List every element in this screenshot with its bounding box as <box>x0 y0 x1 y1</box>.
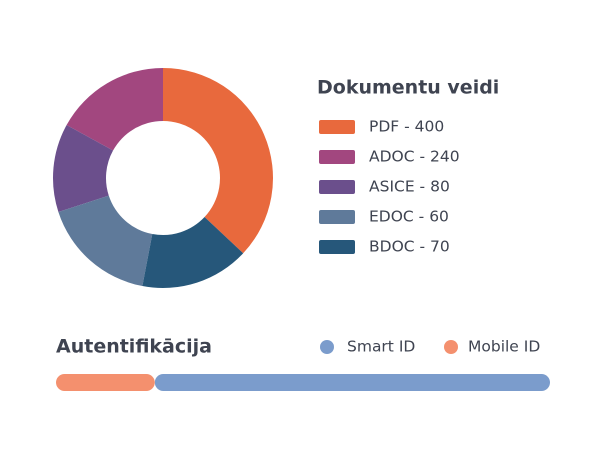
legend-label: EDOC - 60 <box>369 208 449 226</box>
donut-slice <box>142 217 244 289</box>
legend-label: BDOC - 70 <box>369 238 450 256</box>
bar-title: Autentifikācija <box>56 336 212 358</box>
legend-dot <box>320 340 334 354</box>
donut-slice <box>163 68 273 254</box>
legend-label: PDF - 400 <box>369 118 444 136</box>
legend-swatch <box>319 210 355 224</box>
donut-slice <box>58 195 153 287</box>
bar-segment <box>154 374 551 391</box>
legend-swatch <box>319 150 355 164</box>
donut-slice <box>53 125 114 212</box>
legend-swatch <box>319 180 355 194</box>
legend-label: Smart ID <box>347 338 415 356</box>
legend-label: Mobile ID <box>468 338 540 356</box>
legend-swatch <box>319 120 355 134</box>
legend-label: ASICE - 80 <box>369 178 450 196</box>
donut-title: Dokumentu veidi <box>317 77 499 99</box>
legend-dot <box>444 340 458 354</box>
donut-slice <box>66 68 163 151</box>
legend-swatch <box>319 240 355 254</box>
bar-segment <box>56 374 155 391</box>
legend-label: ADOC - 240 <box>369 148 460 166</box>
